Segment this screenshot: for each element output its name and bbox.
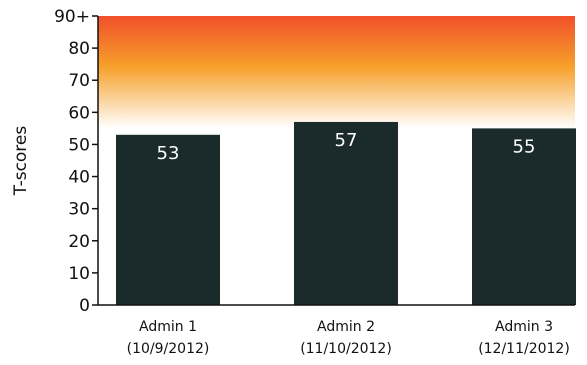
x-category-label-1: Admin 1 (10/9/2012) bbox=[127, 319, 210, 357]
y-tick-label: 20 bbox=[68, 232, 90, 252]
bar-value-label-2: 57 bbox=[335, 130, 358, 151]
bar-2 bbox=[294, 121, 398, 305]
bar-value-label-1: 53 bbox=[157, 143, 180, 164]
y-tick-label: 70 bbox=[68, 71, 90, 91]
y-tick-label: 40 bbox=[68, 168, 90, 188]
bar-1 bbox=[116, 134, 220, 305]
y-tick-label: 90+ bbox=[54, 7, 90, 27]
y-tick-label: 60 bbox=[68, 103, 90, 123]
risk-band bbox=[98, 16, 575, 129]
y-tick-label: 30 bbox=[68, 200, 90, 220]
x-category-label-2: Admin 2 (11/10/2012) bbox=[300, 319, 392, 357]
y-tick-label: 0 bbox=[79, 296, 90, 316]
y-tick-label: 50 bbox=[68, 135, 90, 155]
y-axis-label: T-scores bbox=[11, 126, 31, 197]
y-tick-label: 80 bbox=[68, 39, 90, 59]
y-tick-label: 10 bbox=[68, 264, 90, 284]
bar-value-label-3: 55 bbox=[513, 136, 536, 157]
x-category-label-3: Admin 3 (12/11/2012) bbox=[478, 319, 570, 357]
bar-3 bbox=[472, 128, 576, 305]
